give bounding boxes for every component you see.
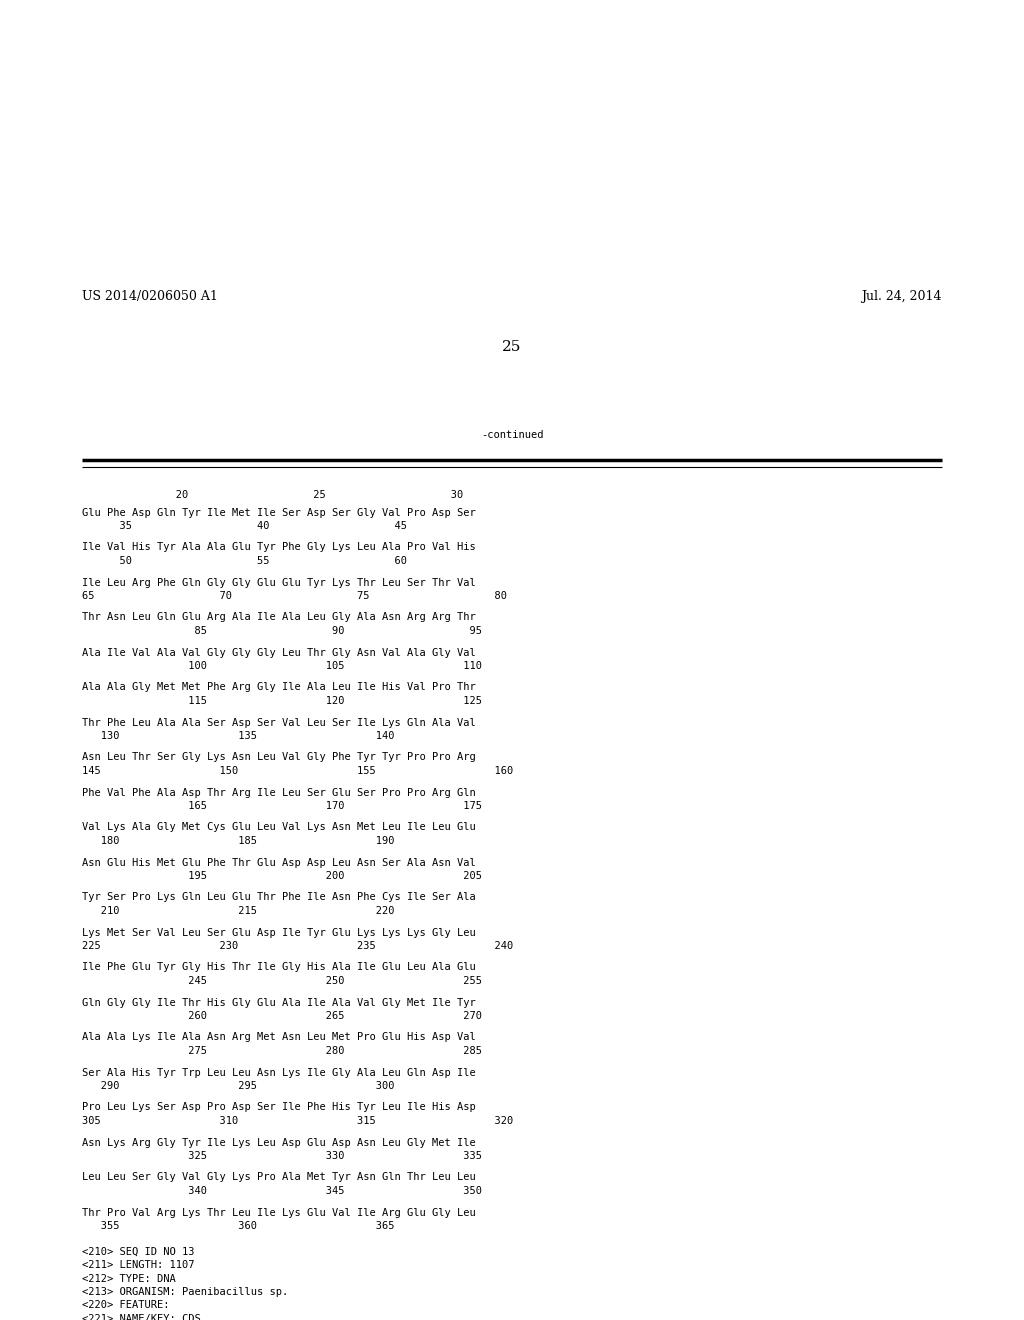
Text: 115                   120                   125: 115 120 125 [82,696,482,706]
Text: 50                    55                    60: 50 55 60 [82,556,407,566]
Text: Val Lys Ala Gly Met Cys Glu Leu Val Lys Asn Met Leu Ile Leu Glu: Val Lys Ala Gly Met Cys Glu Leu Val Lys … [82,822,476,833]
Text: <211> LENGTH: 1107: <211> LENGTH: 1107 [82,1261,195,1270]
Text: 180                   185                   190: 180 185 190 [82,836,394,846]
Text: Lys Met Ser Val Leu Ser Glu Asp Ile Tyr Glu Lys Lys Lys Gly Leu: Lys Met Ser Val Leu Ser Glu Asp Ile Tyr … [82,928,476,937]
Text: Thr Phe Leu Ala Ala Ser Asp Ser Val Leu Ser Ile Lys Gln Ala Val: Thr Phe Leu Ala Ala Ser Asp Ser Val Leu … [82,718,476,727]
Text: Ile Leu Arg Phe Gln Gly Gly Glu Glu Tyr Lys Thr Leu Ser Thr Val: Ile Leu Arg Phe Gln Gly Gly Glu Glu Tyr … [82,578,476,587]
Text: Phe Val Phe Ala Asp Thr Arg Ile Leu Ser Glu Ser Pro Pro Arg Gln: Phe Val Phe Ala Asp Thr Arg Ile Leu Ser … [82,788,476,797]
Text: 25: 25 [503,341,521,354]
Text: 100                   105                   110: 100 105 110 [82,661,482,671]
Text: 210                   215                   220: 210 215 220 [82,906,394,916]
Text: Thr Pro Val Arg Lys Thr Leu Ile Lys Glu Val Ile Arg Glu Gly Leu: Thr Pro Val Arg Lys Thr Leu Ile Lys Glu … [82,1208,476,1217]
Text: Ile Phe Glu Tyr Gly His Thr Ile Gly His Ala Ile Glu Leu Ala Glu: Ile Phe Glu Tyr Gly His Thr Ile Gly His … [82,962,476,973]
Text: 195                   200                   205: 195 200 205 [82,871,482,880]
Text: Ile Val His Tyr Ala Ala Glu Tyr Phe Gly Lys Leu Ala Pro Val His: Ile Val His Tyr Ala Ala Glu Tyr Phe Gly … [82,543,476,553]
Text: 65                    70                    75                    80: 65 70 75 80 [82,591,507,601]
Text: Ser Ala His Tyr Trp Leu Leu Asn Lys Ile Gly Ala Leu Gln Asp Ile: Ser Ala His Tyr Trp Leu Leu Asn Lys Ile … [82,1068,476,1077]
Text: 145                   150                   155                   160: 145 150 155 160 [82,766,513,776]
Text: <220> FEATURE:: <220> FEATURE: [82,1300,170,1311]
Text: Ala Ala Lys Ile Ala Asn Arg Met Asn Leu Met Pro Glu His Asp Val: Ala Ala Lys Ile Ala Asn Arg Met Asn Leu … [82,1032,476,1043]
Text: 20                    25                    30: 20 25 30 [82,490,463,500]
Text: Ala Ala Gly Met Met Phe Arg Gly Ile Ala Leu Ile His Val Pro Thr: Ala Ala Gly Met Met Phe Arg Gly Ile Ala … [82,682,476,693]
Text: <212> TYPE: DNA: <212> TYPE: DNA [82,1274,176,1283]
Text: 355                   360                   365: 355 360 365 [82,1221,394,1232]
Text: 245                   250                   255: 245 250 255 [82,975,482,986]
Text: Thr Asn Leu Gln Glu Arg Ala Ile Ala Leu Gly Ala Asn Arg Arg Thr: Thr Asn Leu Gln Glu Arg Ala Ile Ala Leu … [82,612,476,623]
Text: 260                   265                   270: 260 265 270 [82,1011,482,1020]
Text: 340                   345                   350: 340 345 350 [82,1185,482,1196]
Text: US 2014/0206050 A1: US 2014/0206050 A1 [82,290,218,304]
Text: 165                   170                   175: 165 170 175 [82,801,482,810]
Text: Leu Leu Ser Gly Val Gly Lys Pro Ala Met Tyr Asn Gln Thr Leu Leu: Leu Leu Ser Gly Val Gly Lys Pro Ala Met … [82,1172,476,1183]
Text: 85                    90                    95: 85 90 95 [82,626,482,636]
Text: Jul. 24, 2014: Jul. 24, 2014 [861,290,942,304]
Text: 305                   310                   315                   320: 305 310 315 320 [82,1115,513,1126]
Text: Tyr Ser Pro Lys Gln Leu Glu Thr Phe Ile Asn Phe Cys Ile Ser Ala: Tyr Ser Pro Lys Gln Leu Glu Thr Phe Ile … [82,892,476,903]
Text: 290                   295                   300: 290 295 300 [82,1081,394,1092]
Text: Asn Glu His Met Glu Phe Thr Glu Asp Asp Leu Asn Ser Ala Asn Val: Asn Glu His Met Glu Phe Thr Glu Asp Asp … [82,858,476,867]
Text: Asn Lys Arg Gly Tyr Ile Lys Leu Asp Glu Asp Asn Leu Gly Met Ile: Asn Lys Arg Gly Tyr Ile Lys Leu Asp Glu … [82,1138,476,1147]
Text: Ala Ile Val Ala Val Gly Gly Gly Leu Thr Gly Asn Val Ala Gly Val: Ala Ile Val Ala Val Gly Gly Gly Leu Thr … [82,648,476,657]
Text: 130                   135                   140: 130 135 140 [82,731,394,741]
Text: 225                   230                   235                   240: 225 230 235 240 [82,941,513,950]
Text: 275                   280                   285: 275 280 285 [82,1045,482,1056]
Text: Asn Leu Thr Ser Gly Lys Asn Leu Val Gly Phe Tyr Tyr Pro Pro Arg: Asn Leu Thr Ser Gly Lys Asn Leu Val Gly … [82,752,476,763]
Text: Glu Phe Asp Gln Tyr Ile Met Ile Ser Asp Ser Gly Val Pro Asp Ser: Glu Phe Asp Gln Tyr Ile Met Ile Ser Asp … [82,507,476,517]
Text: <221> NAME/KEY: CDS: <221> NAME/KEY: CDS [82,1313,201,1320]
Text: Pro Leu Lys Ser Asp Pro Asp Ser Ile Phe His Tyr Leu Ile His Asp: Pro Leu Lys Ser Asp Pro Asp Ser Ile Phe … [82,1102,476,1113]
Text: Gln Gly Gly Ile Thr His Gly Glu Ala Ile Ala Val Gly Met Ile Tyr: Gln Gly Gly Ile Thr His Gly Glu Ala Ile … [82,998,476,1007]
Text: <213> ORGANISM: Paenibacillus sp.: <213> ORGANISM: Paenibacillus sp. [82,1287,288,1298]
Text: 35                    40                    45: 35 40 45 [82,521,407,531]
Text: 325                   330                   335: 325 330 335 [82,1151,482,1162]
Text: <210> SEQ ID NO 13: <210> SEQ ID NO 13 [82,1246,195,1257]
Text: -continued: -continued [480,430,544,440]
